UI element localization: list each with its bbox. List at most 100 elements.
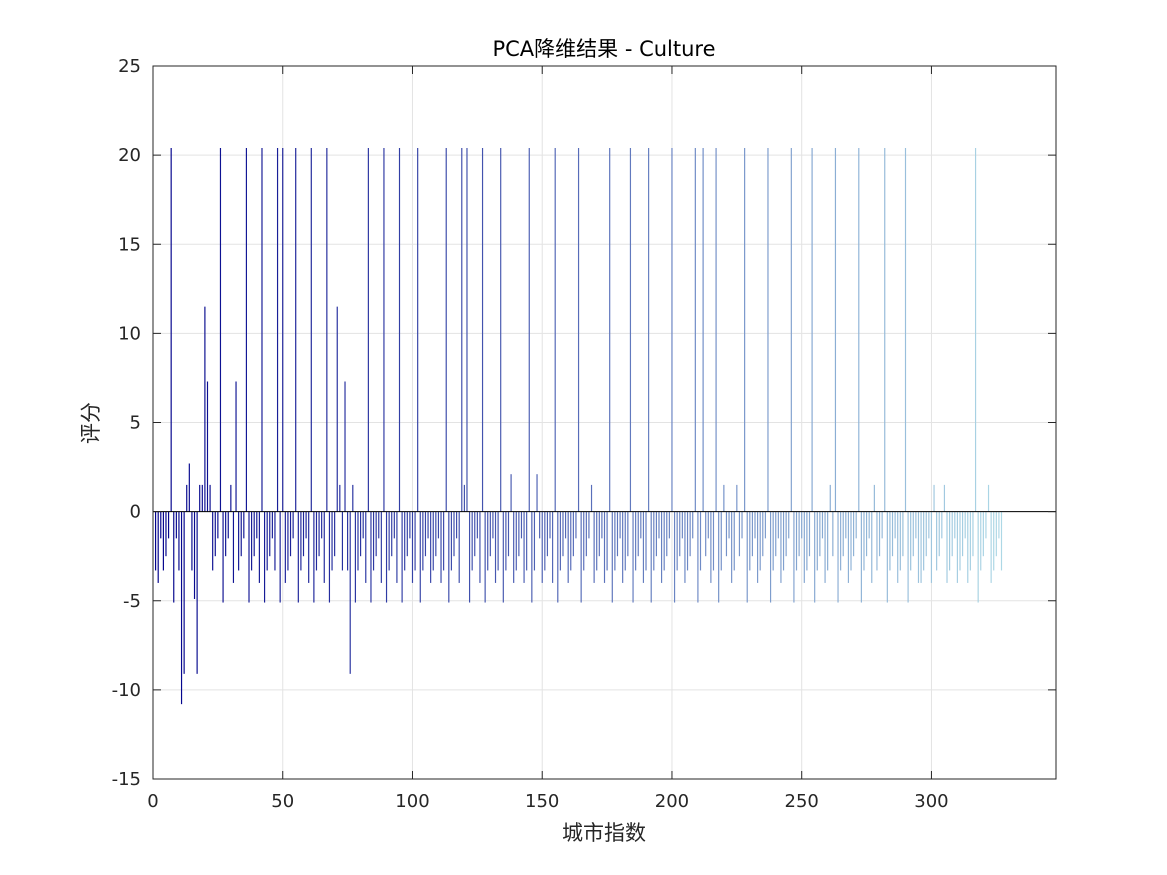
bar <box>544 511 546 571</box>
bar <box>629 148 632 512</box>
bar <box>712 511 715 571</box>
bar <box>274 511 276 571</box>
bar <box>676 511 678 571</box>
bar <box>793 511 795 603</box>
x-tick-label: 300 <box>914 791 948 812</box>
bar <box>308 511 310 583</box>
bar <box>269 511 271 557</box>
bar <box>539 511 541 539</box>
bar <box>845 511 847 539</box>
y-axis-label: 评分 <box>79 402 103 444</box>
bar <box>204 306 206 512</box>
bar <box>884 148 886 512</box>
y-tick-label: 25 <box>118 56 141 77</box>
bar <box>904 148 907 512</box>
bar <box>523 511 525 583</box>
bar <box>653 511 655 571</box>
bar <box>502 511 504 603</box>
bar <box>526 511 528 571</box>
bar <box>974 148 977 512</box>
bar <box>549 511 551 539</box>
bar <box>282 148 284 512</box>
bar <box>993 511 995 571</box>
bar <box>803 511 805 583</box>
bar <box>331 511 333 571</box>
bar <box>492 511 494 539</box>
y-tick-label: 20 <box>118 145 141 166</box>
bar <box>679 511 681 557</box>
x-axis-label: 城市指数 <box>562 821 646 845</box>
bar <box>349 511 351 674</box>
bar <box>850 511 852 571</box>
axis-ticks <box>152 65 1056 780</box>
bar <box>663 511 665 571</box>
bar <box>370 511 372 603</box>
bar <box>445 148 447 512</box>
bar <box>494 511 497 583</box>
bar <box>762 511 764 557</box>
bar <box>253 511 255 557</box>
bar <box>240 511 242 557</box>
bar <box>982 511 984 557</box>
bar <box>258 511 260 583</box>
bar <box>437 511 440 539</box>
bar <box>191 511 193 571</box>
bar <box>461 148 463 512</box>
bar <box>276 148 279 512</box>
bar <box>232 511 235 583</box>
bar <box>842 511 844 557</box>
bar <box>505 511 507 571</box>
bar <box>315 511 318 571</box>
y-tick-label: 15 <box>118 234 141 255</box>
bar <box>749 511 751 571</box>
bar <box>757 511 759 583</box>
bar <box>427 511 429 539</box>
grid-lines <box>152 65 1056 780</box>
bar <box>155 511 157 571</box>
bar <box>1000 511 1003 571</box>
bar <box>463 484 465 512</box>
bar <box>583 511 585 571</box>
bar <box>723 484 725 512</box>
bar <box>998 511 1000 539</box>
bar <box>398 148 401 512</box>
bar <box>702 148 704 512</box>
bar <box>821 511 824 539</box>
bar <box>313 511 315 603</box>
bar <box>458 511 460 583</box>
bar <box>987 484 990 512</box>
bar <box>733 511 735 571</box>
bar <box>406 511 408 557</box>
bar <box>673 511 676 603</box>
bar <box>910 511 912 571</box>
bar <box>302 511 305 557</box>
bar <box>969 511 971 571</box>
bar <box>235 381 237 512</box>
bar <box>611 511 613 603</box>
bar <box>936 511 938 571</box>
bar <box>328 511 331 603</box>
bar <box>873 484 875 512</box>
bar <box>536 474 538 512</box>
y-tick-label: -10 <box>112 680 141 701</box>
bar <box>557 511 559 603</box>
bar <box>658 511 660 539</box>
bar <box>876 511 878 571</box>
bar <box>362 511 364 539</box>
bar <box>435 511 437 557</box>
bar <box>476 511 478 539</box>
bar <box>619 511 621 539</box>
bar <box>860 511 862 603</box>
x-tick-label: 50 <box>271 791 294 812</box>
y-tick-label: 10 <box>118 323 141 344</box>
bar <box>520 511 523 539</box>
bar <box>279 511 281 603</box>
bar <box>173 511 175 603</box>
bar <box>891 511 894 557</box>
bar <box>295 148 297 512</box>
bar <box>305 511 307 539</box>
bar <box>718 511 720 603</box>
bar <box>616 511 619 557</box>
bar <box>396 511 398 583</box>
bar <box>323 511 325 583</box>
